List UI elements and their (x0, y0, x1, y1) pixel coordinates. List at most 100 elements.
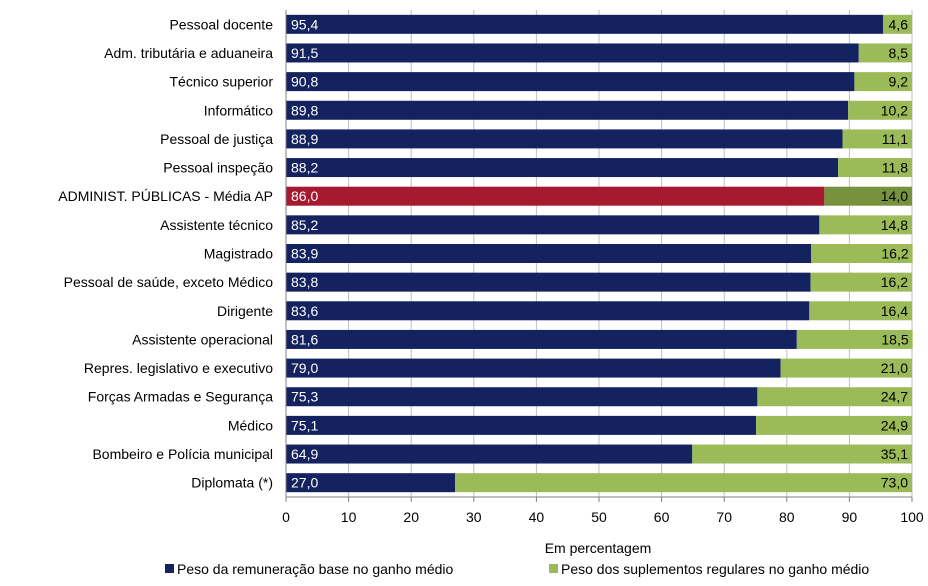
data-label-supplements: 73,0 (881, 475, 908, 491)
data-label-base-salary: 90,8 (291, 74, 318, 90)
data-label-base-salary: 81,6 (291, 331, 318, 347)
category-label: Dirigente (217, 303, 273, 319)
data-label-supplements: 11,1 (882, 131, 908, 147)
bar-supplements (455, 473, 912, 493)
category-label: Assistente operacional (132, 331, 273, 347)
category-label: ADMINIST. PÚBLICAS - Média AP (58, 188, 273, 204)
legend-label-base-salary: Peso da remuneração base no ganho médio (177, 561, 454, 577)
data-label-supplements: 10,2 (881, 102, 908, 118)
bar-supplements (819, 215, 912, 235)
bar-base-salary (286, 415, 757, 435)
data-label-supplements: 16,2 (881, 246, 908, 262)
data-label-base-salary: 88,9 (291, 131, 318, 147)
category-label: Forças Armadas e Segurança (88, 389, 273, 405)
data-label-supplements: 4,6 (889, 16, 909, 32)
x-tick-label: 70 (716, 509, 732, 525)
x-tick-label: 0 (282, 509, 290, 525)
data-label-supplements: 9,2 (889, 74, 909, 90)
bar-base-salary (286, 129, 843, 149)
data-label-supplements: 24,7 (881, 389, 908, 405)
bar-layer: 95,4 4,6 91,5 8,5 90,8 9,2 89,8 10,2 88,9 11,1 88,… (286, 14, 913, 493)
data-label-base-salary: 83,6 (291, 303, 318, 319)
data-label-base-salary: 83,8 (291, 274, 318, 290)
bar-supplements (809, 301, 912, 321)
legend-label-supplements: Peso dos suplementos regulares no ganho … (561, 561, 869, 577)
bar-supplements (842, 129, 912, 149)
category-label: Adm. tributária e aduaneira (104, 45, 273, 61)
data-label-base-salary: 79,0 (291, 360, 318, 376)
category-label: Pessoal de justiça (160, 131, 273, 147)
bar-supplements (810, 272, 912, 292)
bar-base-salary (286, 358, 781, 378)
data-label-supplements: 16,4 (881, 303, 908, 319)
category-label: Pessoal docente (169, 16, 273, 32)
bar-supplements (692, 444, 912, 464)
data-label-supplements: 11,8 (882, 160, 908, 176)
bar-base-salary (286, 473, 456, 493)
category-labels: Pessoal docente Adm. tributária e aduanei… (58, 16, 273, 490)
data-label-base-salary: 89,8 (291, 102, 318, 118)
category-label: Diplomata (*) (191, 475, 273, 491)
bar-base-salary (286, 329, 797, 349)
bar-base-salary (286, 387, 758, 407)
bar-supplements (796, 329, 913, 349)
bar-supplements (838, 158, 912, 178)
x-tick-label: 100 (900, 509, 924, 525)
data-label-base-salary: 95,4 (291, 16, 318, 32)
data-label-supplements: 8,5 (889, 45, 909, 61)
bar-base-salary (286, 272, 811, 292)
data-label-supplements: 14,8 (881, 217, 908, 233)
category-label: Técnico superior (170, 74, 274, 90)
legend-swatch-supplements (549, 564, 558, 573)
x-tick-labels: 0 10 20 30 40 50 60 70 80 90 100 (282, 509, 924, 525)
bar-supplements (824, 186, 912, 206)
bar-base-salary (286, 158, 839, 178)
data-label-base-salary: 86,0 (291, 188, 318, 204)
category-label: Pessoal inspeção (163, 160, 273, 176)
category-label: Repres. legislativo e executivo (84, 360, 273, 376)
x-tick-label: 60 (654, 509, 670, 525)
bar-base-salary (286, 215, 820, 235)
data-label-base-salary: 83,9 (291, 246, 318, 262)
data-label-supplements: 21,0 (881, 360, 908, 376)
category-label: Bombeiro e Polícia municipal (92, 446, 273, 462)
x-tick-label: 90 (842, 509, 858, 525)
bar-supplements (757, 387, 912, 407)
bar-base-salary (286, 43, 859, 63)
bar-supplements (854, 72, 912, 92)
data-label-base-salary: 88,2 (291, 160, 318, 176)
bar-base-salary (286, 444, 693, 464)
bar-supplements (780, 358, 912, 378)
data-label-supplements: 14,0 (881, 188, 908, 204)
data-label-base-salary: 85,2 (291, 217, 318, 233)
bar-base-salary (286, 301, 810, 321)
bar-base-salary (286, 100, 849, 120)
bar-supplements (883, 14, 912, 34)
x-tick-label: 10 (341, 509, 357, 525)
bar-supplements (858, 43, 912, 63)
data-label-supplements: 24,9 (881, 417, 908, 433)
data-label-base-salary: 64,9 (291, 446, 318, 462)
category-label: Médico (228, 417, 273, 433)
x-axis-label: Em percentagem (545, 540, 652, 556)
data-label-supplements: 18,5 (881, 331, 908, 347)
category-label: Informático (204, 102, 273, 118)
bar-base-salary (286, 244, 812, 263)
bar-supplements (811, 244, 913, 263)
data-label-base-salary: 75,1 (291, 417, 318, 433)
legend: Peso da remuneração base no ganho médio P… (165, 561, 869, 577)
legend-swatch-base-salary (165, 564, 174, 573)
bar-supplements (848, 100, 912, 120)
bar-base-salary (286, 14, 884, 34)
x-tick-label: 30 (466, 509, 482, 525)
data-label-base-salary: 91,5 (291, 45, 318, 61)
bar-base-salary (286, 186, 825, 206)
data-label-supplements: 16,2 (881, 274, 908, 290)
x-tick-label: 40 (529, 509, 545, 525)
x-tick-label: 20 (403, 509, 419, 525)
axis-layer (285, 10, 913, 502)
category-label: Pessoal de saúde, exceto Médico (64, 274, 274, 290)
bar-base-salary (286, 72, 855, 92)
